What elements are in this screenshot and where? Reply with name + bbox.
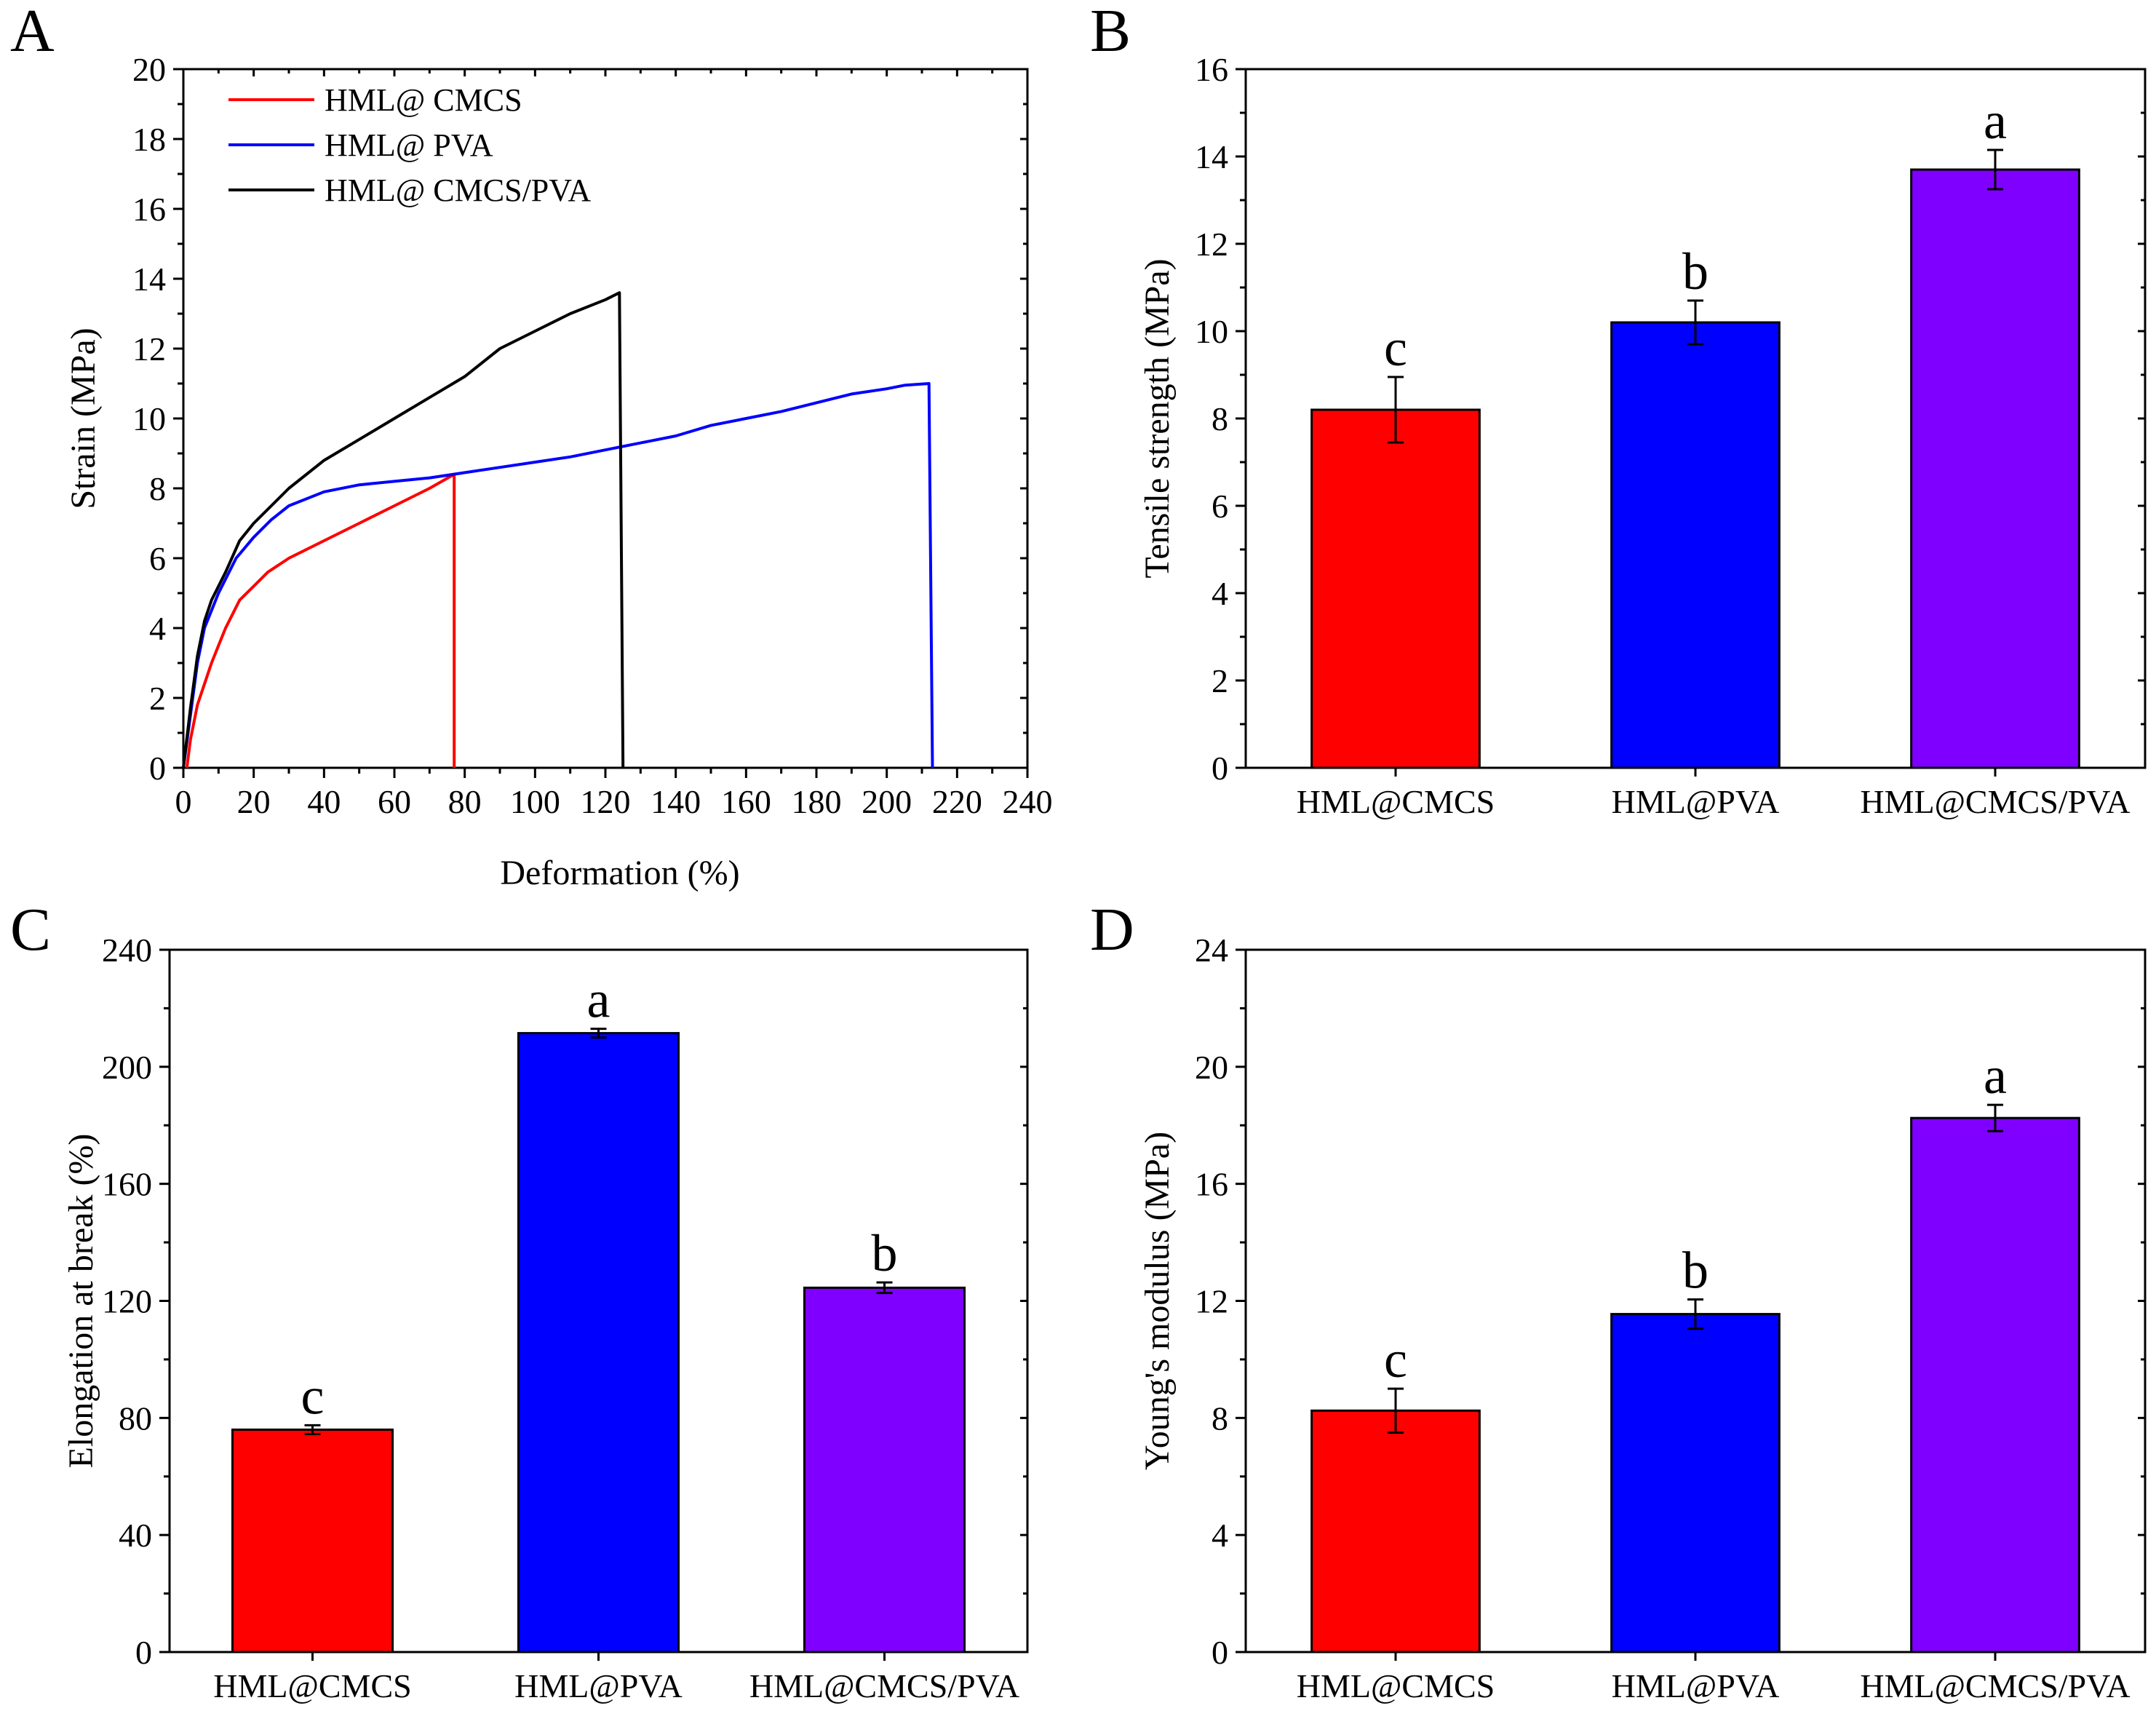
y-tick-label: 12 — [132, 330, 166, 368]
panel-b-bar-chart: B 0 2 4 6 8 10 12 14 16 Tensile strength (MPa) c HML… — [1090, 0, 2147, 820]
y-axis-label: Tensile strength (MPa) — [1138, 258, 1177, 578]
y-tick-label: 120 — [102, 1283, 152, 1320]
y-tick-label: 4 — [1212, 575, 1228, 612]
y-tick-label: 8 — [1212, 400, 1228, 437]
bar — [1310, 1409, 1481, 1654]
panel-c-bar-chart: C 0 40 80 120 160 200 240 Elongation at break (%… — [10, 896, 1029, 1704]
legend-label: HML@ PVA — [325, 127, 493, 163]
y-tick-label: 6 — [1212, 488, 1228, 525]
bar — [231, 1428, 394, 1654]
x-category-label: HML@CMCS — [213, 1667, 411, 1704]
panel-d-bar-chart: D 0 4 8 12 16 20 24 Young's modulus (MPa) c HML@CM… — [1090, 896, 2147, 1704]
y-tick-label: 80 — [119, 1400, 152, 1437]
y-tick-label: 8 — [149, 470, 166, 507]
significance-letter: a — [1984, 92, 2007, 150]
y-tick-label: 0 — [1212, 1634, 1228, 1671]
bar — [1910, 168, 2080, 769]
y-tick-label: 20 — [1195, 1049, 1228, 1086]
y-tick-label: 0 — [135, 1634, 152, 1671]
bar — [1610, 321, 1781, 769]
x-axis-label: Deformation (%) — [500, 854, 739, 892]
series-line — [182, 382, 934, 769]
y-tick-label: 14 — [1195, 138, 1228, 175]
x-tick-label: 240 — [1003, 783, 1053, 820]
y-tick-label: 160 — [102, 1166, 152, 1203]
y-tick-label: 0 — [149, 750, 166, 787]
y-axis-label: Elongation at break (%) — [62, 1134, 100, 1469]
y-tick-label: 20 — [132, 51, 166, 88]
x-category-label: HML@CMCS — [1297, 1667, 1495, 1704]
panel-letter: B — [1090, 0, 1131, 65]
y-axis-label: Strain (MPa) — [64, 327, 103, 509]
significance-letter: b — [872, 1224, 898, 1282]
panel-letter: D — [1090, 896, 1134, 964]
x-tick-label: 80 — [448, 783, 482, 820]
x-category-label: HML@CMCS — [1297, 783, 1495, 820]
y-tick-label: 10 — [1195, 313, 1228, 350]
y-tick-label: 0 — [1212, 750, 1228, 787]
bar — [1910, 1116, 2080, 1654]
series-line — [182, 291, 625, 769]
x-tick-label: 60 — [378, 783, 411, 820]
y-tick-label: 2 — [1212, 662, 1228, 699]
x-tick-label: 200 — [862, 783, 912, 820]
panel-a-line-chart: A 0 2 4 6 8 10 12 14 16 18 20 Strain (MPa) 0 20 40 60 80 1… — [10, 0, 1053, 892]
y-tick-label: 6 — [149, 540, 166, 577]
bar — [1610, 1313, 1781, 1654]
legend-label: HML@ CMCS/PVA — [325, 172, 591, 208]
series-line — [185, 472, 456, 769]
x-category-label: HML@CMCS/PVA — [1860, 783, 2130, 820]
y-axis-label: Young's modulus (MPa) — [1138, 1132, 1177, 1470]
x-tick-label: 0 — [175, 783, 192, 820]
y-tick-label: 16 — [1195, 51, 1228, 88]
significance-letter: c — [1384, 319, 1407, 377]
x-category-label: HML@PVA — [514, 1667, 683, 1704]
x-category-label: HML@PVA — [1612, 783, 1780, 820]
x-tick-label: 140 — [651, 783, 701, 820]
significance-letter: c — [301, 1367, 325, 1425]
y-tick-label: 16 — [132, 191, 166, 228]
y-tick-label: 4 — [1212, 1517, 1228, 1554]
x-tick-label: 160 — [721, 783, 771, 820]
y-tick-label: 8 — [1212, 1400, 1228, 1437]
y-tick-label: 2 — [149, 680, 166, 717]
significance-letter: a — [1984, 1047, 2007, 1105]
significance-letter: b — [1682, 1241, 1709, 1299]
x-tick-label: 100 — [510, 783, 560, 820]
y-tick-label: 12 — [1195, 1283, 1228, 1320]
x-category-label: HML@PVA — [1612, 1667, 1780, 1704]
x-tick-label: 180 — [792, 783, 842, 820]
x-category-label: HML@CMCS/PVA — [749, 1667, 1019, 1704]
legend-label: HML@ CMCS — [325, 82, 522, 118]
y-tick-label: 18 — [132, 121, 166, 158]
legend: HML@ CMCS HML@ PVA HML@ CMCS/PVA — [228, 82, 591, 208]
x-tick-label: 220 — [932, 783, 982, 820]
significance-letter: b — [1682, 242, 1709, 301]
y-tick-label: 24 — [1195, 932, 1228, 969]
y-tick-label: 14 — [132, 261, 166, 298]
significance-letter: c — [1384, 1330, 1407, 1389]
x-category-label: HML@CMCS/PVA — [1860, 1667, 2130, 1704]
y-tick-label: 10 — [132, 400, 166, 437]
y-tick-label: 16 — [1195, 1166, 1228, 1203]
bar — [1310, 408, 1481, 769]
bar — [803, 1286, 966, 1654]
bar — [517, 1032, 680, 1654]
y-tick-label: 240 — [102, 932, 152, 969]
x-tick-label: 20 — [237, 783, 271, 820]
y-tick-label: 40 — [119, 1517, 152, 1554]
panel-letter: A — [10, 0, 55, 65]
panel-letter: C — [10, 896, 51, 964]
y-tick-label: 200 — [102, 1049, 152, 1086]
y-tick-label: 12 — [1195, 226, 1228, 263]
y-tick-label: 4 — [149, 610, 166, 647]
significance-letter: a — [587, 971, 610, 1029]
x-tick-label: 40 — [307, 783, 341, 820]
x-tick-label: 120 — [581, 783, 631, 820]
